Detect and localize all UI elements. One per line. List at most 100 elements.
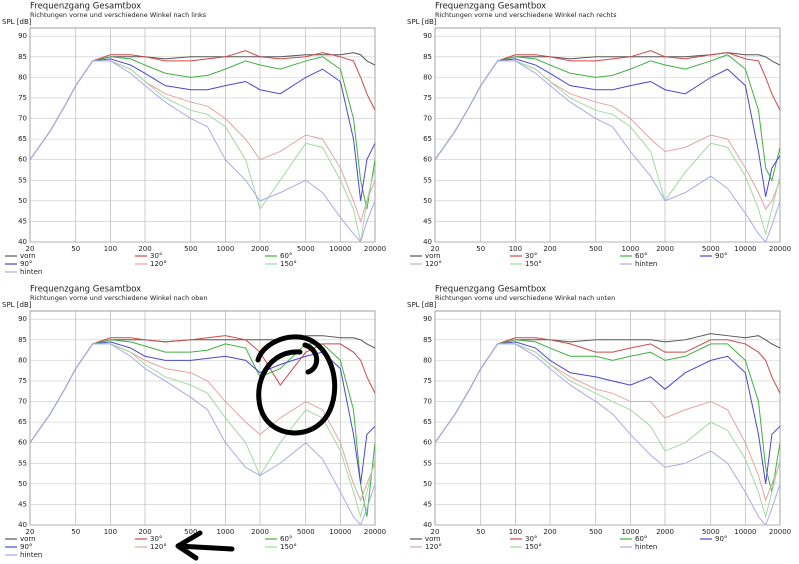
hand-drawn-circle [255, 334, 338, 436]
x-tick-label: 100 [104, 245, 117, 253]
x-tick-label: 100 [509, 245, 522, 253]
y-tick-label: 80 [18, 73, 27, 81]
response-curve [435, 60, 780, 242]
y-tick-label: 75 [423, 377, 432, 385]
x-tick-label: 20 [431, 528, 440, 536]
y-tick-label: 65 [18, 135, 27, 143]
x-tick-label: 20000 [769, 528, 791, 536]
y-tick-label: 90 [18, 32, 27, 40]
chart-title: Frequenzgang Gesamtbox [435, 2, 546, 12]
legend-label: 150° [280, 543, 297, 551]
y-tick-label: 40 [18, 521, 27, 529]
y-tick-label: 50 [18, 197, 27, 205]
hand-drawn-arrow [175, 530, 235, 561]
y-tick-label: 55 [423, 459, 432, 467]
x-tick-label: 100 [104, 528, 117, 536]
y-tick-label: 60 [18, 156, 27, 164]
y-tick-label: 40 [423, 521, 432, 529]
y-tick-label: 80 [423, 356, 432, 364]
x-tick-label: 20000 [769, 245, 791, 253]
y-tick-label: 65 [423, 418, 432, 426]
y-tick-label: 80 [18, 356, 27, 364]
y-tick-label: 85 [423, 336, 432, 344]
y-tick-label: 90 [423, 315, 432, 323]
response-curve [30, 343, 375, 525]
legend-label: hinten [20, 268, 42, 276]
y-tick-label: 60 [423, 439, 432, 447]
legend-label: 120° [150, 543, 167, 551]
y-tick-label: 75 [18, 377, 27, 385]
x-tick-label: 50 [476, 245, 485, 253]
x-tick-label: 20000 [364, 245, 386, 253]
x-tick-label: 200 [138, 528, 151, 536]
x-tick-label: 50 [71, 528, 80, 536]
legend-label: 120° [425, 543, 442, 551]
y-tick-label: 40 [423, 238, 432, 246]
plot-area [434, 27, 781, 243]
y-tick-label: 75 [423, 94, 432, 102]
y-tick-label: 85 [18, 53, 27, 61]
y-tick-label: 65 [18, 418, 27, 426]
y-tick-label: 40 [18, 238, 27, 246]
x-tick-label: 20 [431, 245, 440, 253]
legend-label: 30° [525, 252, 537, 260]
legend-label: 90° [715, 535, 727, 543]
legend-label: 150° [280, 260, 297, 268]
legend-label: 150° [525, 543, 542, 551]
legend-label: hinten [635, 543, 657, 551]
x-tick-label: 1000 [621, 245, 639, 253]
x-tick-label: 200 [543, 528, 556, 536]
y-tick-label: 60 [18, 439, 27, 447]
legend-label: 150° [525, 260, 542, 268]
x-tick-label: 10000 [329, 245, 351, 253]
legend-label: 90° [20, 260, 32, 268]
plot-area [29, 27, 376, 243]
y-tick-label: 50 [423, 197, 432, 205]
x-tick-label: 20 [26, 245, 35, 253]
legend-label: vorn [425, 252, 441, 260]
y-tick-label: 80 [423, 73, 432, 81]
x-tick-label: 5000 [297, 245, 315, 253]
y-axis-label: SPL [dB] [2, 301, 32, 309]
y-tick-label: 45 [423, 500, 432, 508]
legend-label: 90° [20, 543, 32, 551]
y-axis-label: SPL [dB] [407, 18, 437, 26]
legend-label: vorn [425, 535, 441, 543]
x-tick-label: 5000 [702, 528, 720, 536]
y-axis-label: SPL [dB] [2, 18, 32, 26]
legend-label: 30° [525, 535, 537, 543]
x-tick-label: 20 [26, 528, 35, 536]
y-tick-label: 55 [18, 176, 27, 184]
y-tick-label: 85 [423, 53, 432, 61]
x-tick-label: 2000 [656, 245, 674, 253]
chart-subtitle: Richtungen vorne und verschiedene Winkel… [30, 11, 207, 19]
y-tick-label: 45 [18, 217, 27, 225]
legend-label: vorn [20, 535, 36, 543]
x-tick-label: 1000 [216, 528, 234, 536]
legend-label: 120° [425, 260, 442, 268]
legend-label: 60° [635, 535, 647, 543]
x-tick-label: 1000 [216, 245, 234, 253]
legend-label: 30° [150, 535, 162, 543]
y-tick-label: 60 [423, 156, 432, 164]
y-tick-label: 85 [18, 336, 27, 344]
legend-label: hinten [635, 260, 657, 268]
x-tick-label: 10000 [734, 528, 756, 536]
x-tick-label: 50 [476, 528, 485, 536]
legend-label: hinten [20, 551, 42, 559]
chart-title: Frequenzgang Gesamtbox [435, 285, 546, 295]
x-tick-label: 5000 [297, 528, 315, 536]
response-curve [30, 60, 375, 242]
x-tick-label: 500 [184, 528, 197, 536]
legend-label: 30° [150, 252, 162, 260]
y-tick-label: 90 [423, 32, 432, 40]
y-tick-label: 70 [18, 398, 27, 406]
chart-subtitle: Richtungen vorne und verschiedene Winkel… [435, 11, 617, 19]
chart-subtitle: Richtungen vorne und verschiedene Winkel… [435, 294, 615, 302]
y-tick-label: 55 [18, 459, 27, 467]
